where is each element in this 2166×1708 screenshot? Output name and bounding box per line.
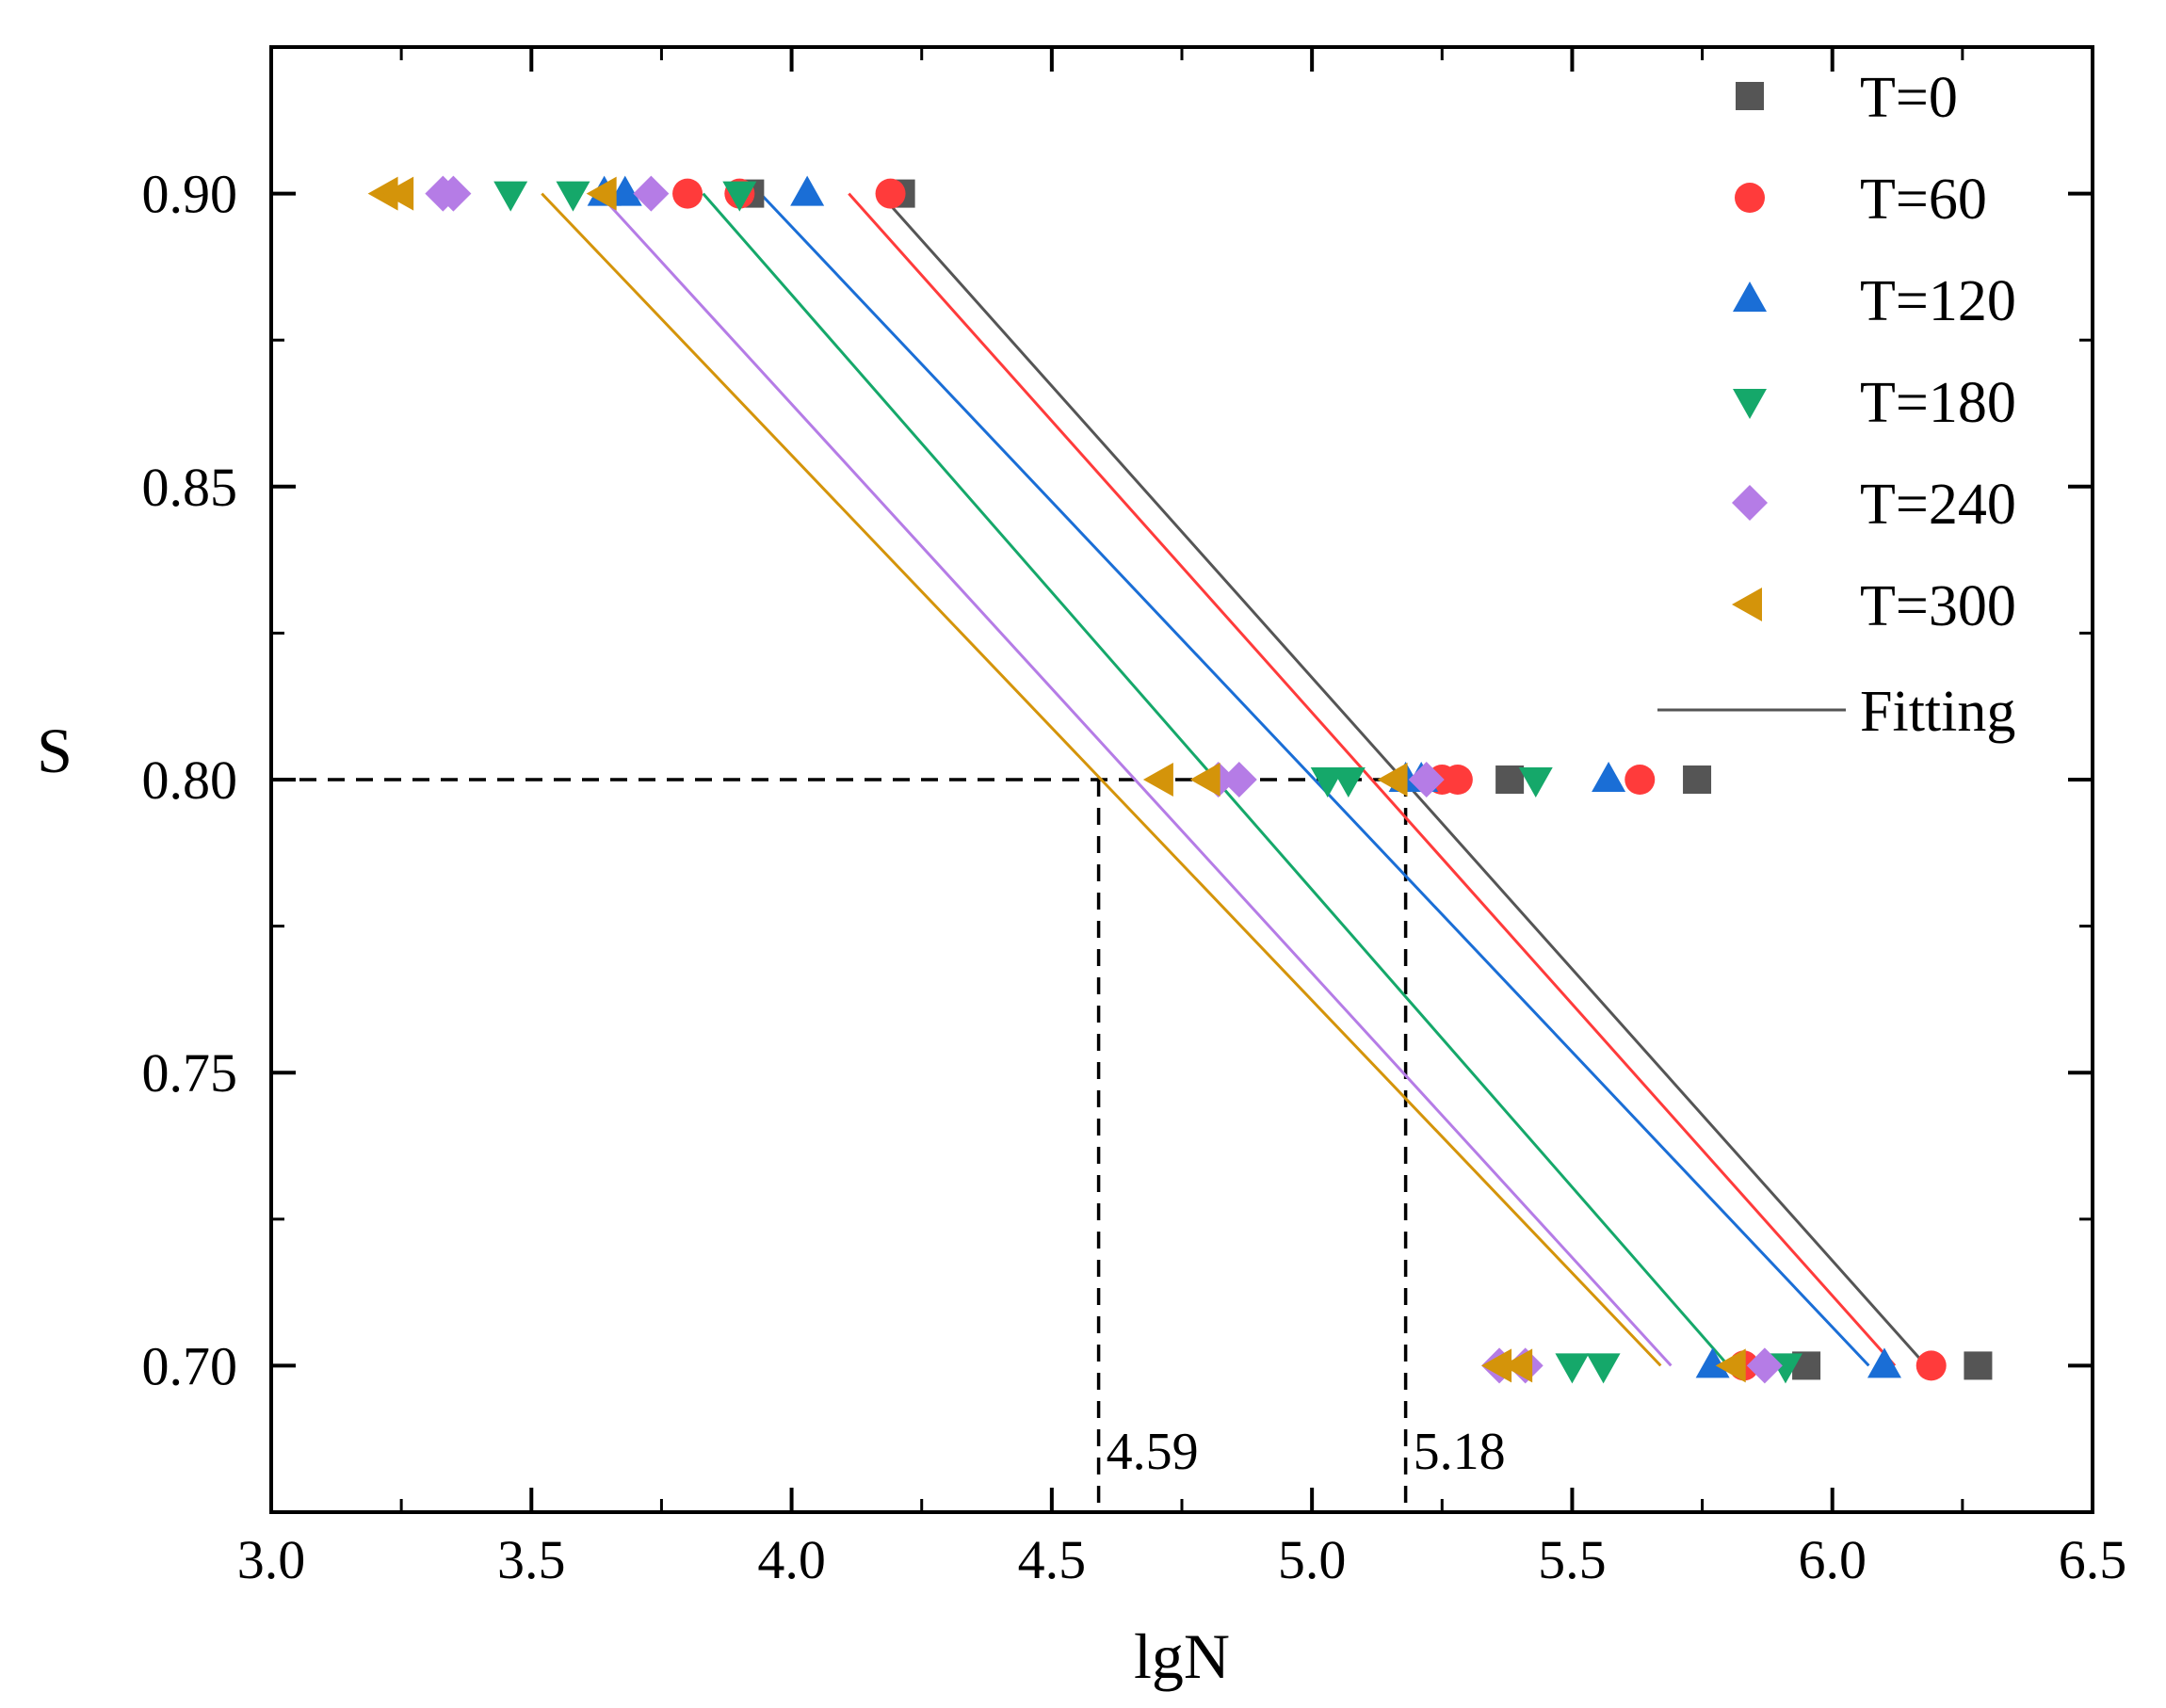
x-tick-label: 5.0 <box>1278 1529 1347 1590</box>
fit-line <box>598 192 1673 1367</box>
legend-label: T=240 <box>1860 473 2016 537</box>
legend-label: Fitting <box>1860 680 2015 744</box>
data-point <box>1481 1348 1512 1383</box>
y-tick-label: 0.85 <box>142 457 238 518</box>
data-point <box>1442 765 1473 795</box>
x-tick-label: 6.5 <box>2059 1529 2127 1590</box>
legend-label: T=0 <box>1860 66 1958 130</box>
legend: T=0 T=60 T=120 T=180 T=240 T=300 Fitting <box>1657 66 2016 744</box>
data-point <box>790 175 825 206</box>
y-axis-ticks: 0.70 0.75 0.80 0.85 0.90 <box>142 45 2093 1514</box>
x-tick-label: 3.5 <box>497 1529 566 1590</box>
data-point <box>1964 1351 1993 1380</box>
data-point <box>586 176 617 211</box>
data-point <box>1715 1348 1746 1383</box>
data-point <box>1518 767 1553 798</box>
x-tick-label: 4.0 <box>757 1529 826 1590</box>
data-point <box>556 181 590 212</box>
data-point <box>633 175 670 212</box>
data-point <box>1502 1348 1533 1383</box>
legend-label: T=60 <box>1860 168 1987 232</box>
data-point <box>1555 1353 1590 1384</box>
data-point <box>1142 763 1173 797</box>
data-points <box>367 175 1993 1384</box>
data-point <box>1495 765 1525 794</box>
legend-label: T=180 <box>1860 371 2016 435</box>
y-tick-label: 0.75 <box>142 1042 238 1104</box>
x-tick-label: 5.5 <box>1538 1529 1607 1590</box>
reference-value-label: 4.59 <box>1107 1423 1199 1481</box>
data-point <box>493 181 528 212</box>
data-point <box>1683 765 1712 794</box>
y-tick-label: 0.80 <box>142 749 238 811</box>
data-point <box>1377 763 1408 797</box>
data-point <box>1746 1347 1783 1384</box>
data-point <box>435 175 472 212</box>
data-point <box>1331 767 1366 798</box>
data-point <box>722 181 757 212</box>
legend-label: T=120 <box>1860 269 2016 333</box>
data-point <box>607 175 642 206</box>
x-axis-label: lgN <box>1134 1620 1230 1692</box>
reference-annotations: 4.59 5.18 <box>1107 1423 1506 1481</box>
data-point <box>1586 1353 1621 1384</box>
data-point <box>1408 762 1445 798</box>
y-tick-label: 0.90 <box>142 164 238 225</box>
x-axis-ticks: 3.0 3.5 4.0 4.5 5.0 5.5 6.0 6.5 <box>237 47 2127 1590</box>
data-point <box>1220 762 1257 798</box>
data-point <box>367 176 398 211</box>
data-point <box>672 178 703 209</box>
data-point <box>875 178 906 209</box>
data-point <box>1189 763 1220 797</box>
legend-marker <box>1736 82 1764 110</box>
data-point <box>1624 765 1656 795</box>
legend-marker <box>1733 389 1767 419</box>
legend-label: T=300 <box>1860 574 2016 638</box>
legend-marker <box>1732 588 1762 621</box>
x-tick-label: 4.5 <box>1018 1529 1087 1590</box>
legend-marker <box>1733 282 1767 312</box>
data-point <box>1592 762 1626 792</box>
x-tick-label: 6.0 <box>1798 1529 1867 1590</box>
fit-lines <box>541 192 1928 1367</box>
fit-line <box>541 192 1662 1367</box>
fit-line <box>848 192 1897 1367</box>
y-axis-label: S <box>37 715 73 786</box>
data-point <box>1867 1347 1901 1378</box>
x-tick-label: 3.0 <box>237 1529 306 1590</box>
fit-line <box>759 192 1870 1367</box>
reference-value-label: 5.18 <box>1414 1423 1506 1481</box>
legend-marker <box>1735 183 1765 213</box>
data-point <box>383 176 414 211</box>
legend-marker <box>1732 485 1768 521</box>
data-point <box>1915 1350 1947 1381</box>
data-point <box>1695 1347 1730 1378</box>
y-tick-label: 0.70 <box>142 1335 238 1396</box>
